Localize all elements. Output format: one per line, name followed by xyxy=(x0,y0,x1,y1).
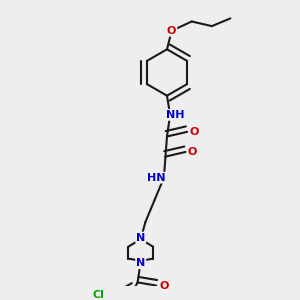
Text: Cl: Cl xyxy=(92,290,104,300)
Text: N: N xyxy=(136,258,145,268)
Text: O: O xyxy=(159,280,169,290)
Text: O: O xyxy=(188,147,197,157)
Text: O: O xyxy=(189,127,199,137)
Text: HN: HN xyxy=(147,172,165,183)
Text: NH: NH xyxy=(167,110,185,120)
Text: N: N xyxy=(136,232,145,243)
Text: O: O xyxy=(167,26,176,36)
